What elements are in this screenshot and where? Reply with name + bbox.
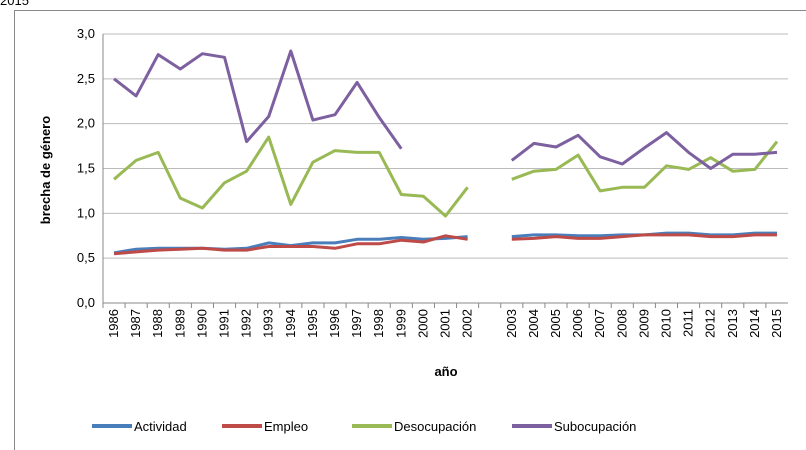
x-tick-label: 1998	[371, 309, 386, 338]
x-tick-label: 1997	[349, 309, 364, 338]
x-tick-label: 1999	[393, 309, 408, 338]
x-tick-label: 1986	[106, 309, 121, 338]
x-tick-label: 1993	[261, 309, 276, 338]
series-line	[113, 233, 777, 256]
x-axis-title: año	[434, 364, 457, 379]
x-tick-label: 2012	[703, 309, 718, 338]
x-tick-label: 2001	[438, 309, 453, 338]
legend-label: Subocupación	[554, 419, 636, 434]
chart-frame	[14, 10, 806, 450]
x-tick-label: 1989	[172, 309, 187, 338]
x-tick-label: 2004	[526, 309, 541, 338]
x-tick-label: 1994	[283, 309, 298, 338]
y-tick-label: 2,0	[77, 116, 95, 131]
x-tick-label: 1995	[305, 309, 320, 338]
series-line	[113, 49, 778, 170]
x-tick-label: 2010	[658, 309, 673, 338]
x-tick-label: 2015	[769, 309, 784, 338]
x-tick-label: 1987	[128, 309, 143, 338]
x-tick-label: 2008	[614, 309, 629, 338]
x-tick-label: 1991	[217, 309, 232, 338]
x-tick-label: 1988	[150, 309, 165, 338]
x-tick-label: 2011	[681, 309, 696, 337]
x-tick-label: 2007	[592, 309, 607, 338]
y-tick-label: 3,0	[77, 26, 95, 41]
chart-title: 2015	[0, 0, 29, 8]
x-tick-label: 2000	[415, 309, 430, 338]
y-tick-label: 1,0	[77, 205, 95, 220]
legend-label: Actividad	[134, 419, 187, 434]
y-tick-label: 0,5	[77, 250, 95, 265]
x-tick-label: 2006	[570, 309, 585, 338]
x-tick-label: 1992	[239, 309, 254, 338]
x-tick-label: 2009	[636, 309, 651, 338]
x-tick-label: 2005	[548, 309, 563, 338]
legend-label: Desocupación	[394, 419, 476, 434]
y-tick-label: 2,5	[77, 71, 95, 86]
x-tick-label: 1996	[327, 309, 342, 338]
y-tick-label: 1,5	[77, 161, 95, 176]
x-tick-label: 1990	[194, 309, 209, 338]
x-tick-label: 2002	[460, 309, 475, 338]
y-axis-title: brecha de género	[38, 116, 53, 224]
y-tick-label: 0,0	[77, 295, 95, 310]
x-tick-label: 2014	[747, 309, 762, 338]
x-tick-label: 2013	[725, 309, 740, 338]
x-tick-label: 2003	[504, 309, 519, 338]
legend-label: Empleo	[264, 419, 308, 434]
series-line	[113, 135, 779, 218]
